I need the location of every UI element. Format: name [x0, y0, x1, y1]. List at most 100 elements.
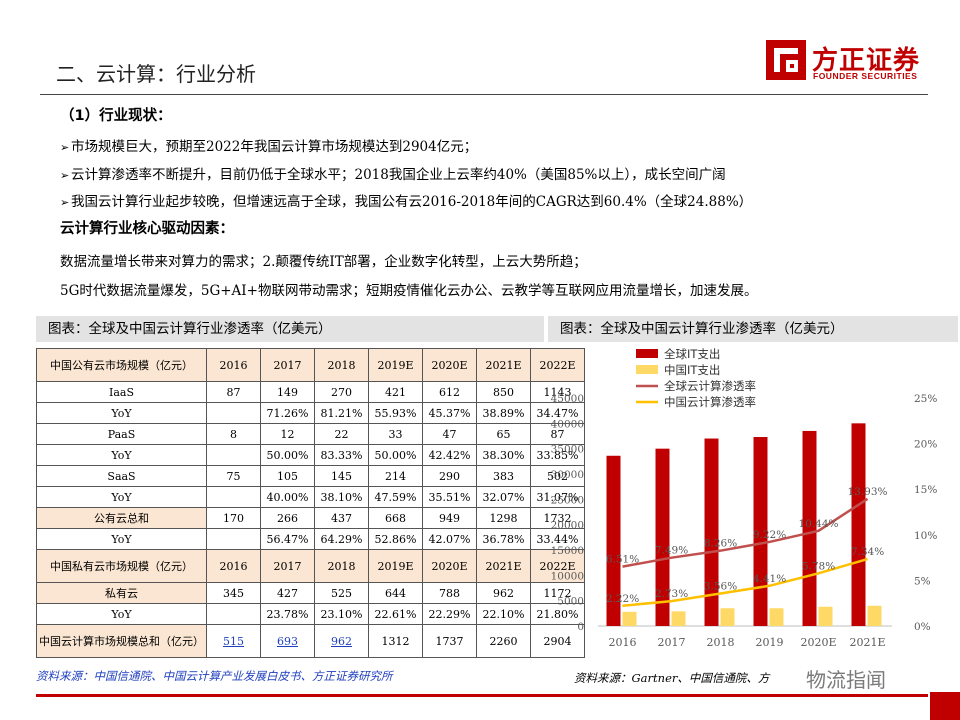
- table-cell: [206, 402, 261, 424]
- year-header: 2022E: [530, 549, 585, 583]
- year-header: 2018: [314, 549, 369, 583]
- data-label: 7.49%: [655, 545, 688, 557]
- table-cell: 42.42%: [422, 444, 477, 466]
- table-cell: 83.33%: [314, 444, 369, 466]
- year-header: 2022E: [530, 348, 585, 382]
- legend-swatch: [636, 365, 658, 374]
- section-heading: （1）行业现状：: [60, 108, 172, 124]
- legend-swatch: [636, 349, 658, 358]
- data-label: 9.22%: [753, 529, 786, 541]
- y-right-tick-label: 15%: [914, 484, 937, 496]
- row-label: 私有云: [36, 582, 207, 604]
- total-cell[interactable]: 962: [314, 624, 369, 658]
- y-right-tick-label: 5%: [914, 575, 931, 587]
- chart-source-note: 资料来源：Gartner、中国信通院、方: [574, 671, 770, 685]
- table-cell: 22.10%: [476, 603, 531, 625]
- arrow-bullet-icon: ➢: [60, 196, 70, 209]
- legend-label: 中国IT支出: [664, 363, 720, 377]
- total-link[interactable]: 515: [223, 634, 244, 648]
- table-cell: 50.00%: [368, 444, 423, 466]
- arrow-bullet-icon: ➢: [60, 141, 70, 154]
- x-tick-label: 2020E: [800, 636, 836, 649]
- y-left-tick-label: 20000: [551, 520, 584, 532]
- it-spending-chart: 0 5000 10000 15000 20000 25000 30000 35000 40000…: [551, 347, 938, 649]
- table-cell: 1737: [422, 624, 477, 658]
- table-cell: 525: [314, 582, 369, 604]
- x-tick-label: 2021E: [849, 636, 885, 649]
- drivers-line: 5G时代数据流量爆发，5G+AI+物联网带动需求；短期疫情催化云办公、云教学等互…: [60, 283, 758, 299]
- total-cell[interactable]: 693: [260, 624, 315, 658]
- table-cell: 850: [476, 381, 531, 403]
- table-cell: 71.26%: [260, 402, 315, 424]
- data-label: 4.41%: [753, 573, 786, 585]
- bar-global-it: [606, 455, 621, 626]
- table-cell: 421: [368, 381, 423, 403]
- table-cell: 2260: [476, 624, 531, 658]
- table-row: YoY 23.78% 23.10% 22.61% 22.29% 22.10% 2…: [36, 603, 585, 625]
- table-cell: 22.29%: [422, 603, 477, 625]
- table-cell: 788: [422, 582, 477, 604]
- table-cell: 21.80%: [530, 603, 585, 625]
- year-header: 2017: [260, 549, 315, 583]
- bar-china-it: [622, 611, 637, 626]
- table-row: YoY 40.00% 38.10% 47.59% 35.51% 32.07% 3…: [36, 486, 585, 508]
- table-cell: 38.89%: [476, 402, 531, 424]
- table-cell: 145: [314, 465, 369, 487]
- footer-corner-block: [930, 692, 960, 720]
- table-cell: 65: [476, 423, 531, 445]
- data-label: 2.73%: [655, 588, 688, 600]
- table-cell: 52.86%: [368, 528, 423, 550]
- table-row: 私有云 345 427 525 644 788 962 1172: [36, 582, 585, 604]
- table-cell: 437: [314, 507, 369, 529]
- table-cell: 45.37%: [422, 402, 477, 424]
- table-cell: 36.78%: [476, 528, 531, 550]
- total-cell[interactable]: 515: [206, 624, 261, 658]
- legend-label: 全球IT支出: [664, 347, 720, 361]
- table-cell: 105: [260, 465, 315, 487]
- total-link[interactable]: 693: [277, 634, 298, 648]
- table-cell: 56.47%: [260, 528, 315, 550]
- table-cell: 12: [260, 423, 315, 445]
- y-left-tick-label: 40000: [551, 418, 584, 430]
- footer-red-bar: [36, 694, 928, 697]
- table-cell: 270: [314, 381, 369, 403]
- y-left-tick-label: 0: [577, 621, 584, 633]
- bar-china-it: [818, 606, 833, 626]
- table-cell: 50.00%: [260, 444, 315, 466]
- total-link[interactable]: 962: [331, 634, 352, 648]
- public-cloud-header: 中国公有云市场规模（亿元）: [36, 348, 207, 382]
- table-cell: 38.10%: [314, 486, 369, 508]
- row-label: 公有云总和: [36, 507, 207, 529]
- year-header: 2017: [260, 348, 315, 382]
- y-left-tick-label: 15000: [551, 545, 584, 557]
- drivers-line: 数据流量增长带来对算力的需求；2.颠覆传统IT部署，企业数字化转型，上云大势所趋…: [60, 254, 587, 270]
- bar-china-it: [720, 608, 735, 626]
- data-label: 5.78%: [802, 560, 835, 572]
- table-row: 中国云计算市场规模总和（亿元） 515 693 962 1312 1737 22…: [36, 624, 585, 658]
- year-header: 2016: [206, 348, 261, 382]
- table-cell: 1312: [368, 624, 423, 658]
- table-cell: 87: [206, 381, 261, 403]
- bar-china-it: [769, 608, 784, 626]
- table-cell: 33: [368, 423, 423, 445]
- table-cell: [206, 528, 261, 550]
- table-cell: 23.78%: [260, 603, 315, 625]
- table-cell: 962: [476, 582, 531, 604]
- table-row: IaaS 87 149 270 421 612 850 1143: [36, 381, 585, 403]
- bar-global-it: [704, 438, 719, 626]
- year-header: 2021E: [476, 549, 531, 583]
- table-cell: 64.29%: [314, 528, 369, 550]
- y-right-tick-label: 10%: [914, 530, 937, 542]
- data-label: 13.93%: [847, 486, 887, 498]
- bar-global-it: [753, 437, 768, 626]
- y-right-tick-label: 0%: [914, 621, 931, 633]
- year-header: 2019E: [368, 348, 423, 382]
- year-header: 2020E: [422, 348, 477, 382]
- table-cell: 949: [422, 507, 477, 529]
- chart-caption: 图表：全球及中国云计算行业渗透率（亿美元）: [548, 316, 958, 342]
- table-cell: 644: [368, 582, 423, 604]
- y-left-tick-label: 45000: [551, 393, 584, 405]
- table-cell: 42.07%: [422, 528, 477, 550]
- table-cell: [206, 486, 261, 508]
- table-cell: 38.30%: [476, 444, 531, 466]
